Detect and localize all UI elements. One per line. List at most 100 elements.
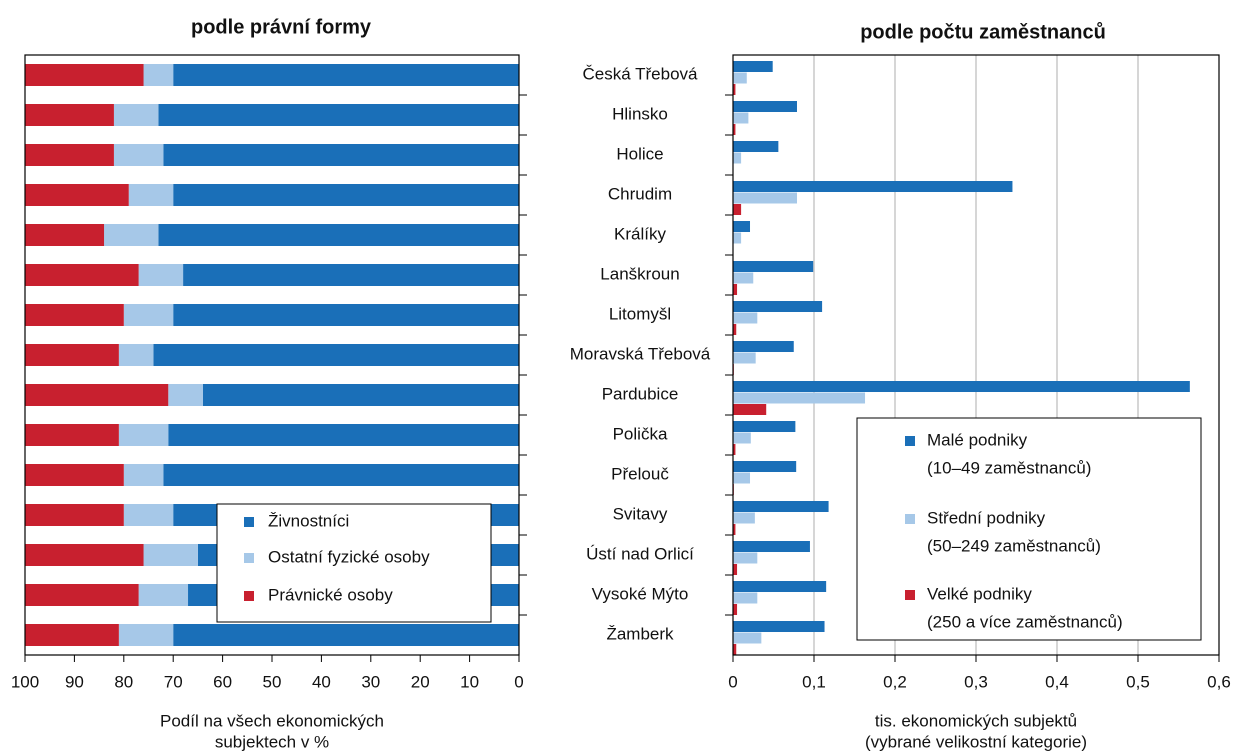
x-tick-label: 0,1 [802, 672, 826, 691]
bar [733, 541, 810, 552]
bar-segment [123, 464, 164, 486]
category-label: Česká Třebová [583, 64, 699, 83]
legend-label: (50–249 zaměstnanců) [927, 536, 1101, 555]
chart-title: podle počtu zaměstnanců [860, 21, 1106, 43]
bar-segment [118, 624, 174, 646]
bar-segment [25, 304, 124, 326]
legend-label: Ostatní fyzické osoby [268, 547, 430, 566]
legend-label: Živnostníci [268, 511, 349, 530]
bar-segment [25, 464, 124, 486]
bar-segment [173, 304, 519, 326]
legend-label: Velké podniky [927, 584, 1032, 603]
category-label: Polička [613, 424, 668, 443]
bar-segment [104, 224, 159, 246]
legend-swatch [905, 436, 915, 446]
bar [733, 72, 747, 84]
legend-swatch [244, 517, 254, 527]
bar [733, 524, 736, 535]
legend-label: Malé podniky [927, 430, 1028, 449]
bar [733, 61, 773, 72]
x-tick-label: 0,2 [883, 672, 907, 691]
bar-segment [118, 424, 169, 446]
bar-segment [168, 424, 519, 446]
bar [733, 141, 779, 152]
bar [733, 324, 737, 335]
legend-label: Střední podniky [927, 508, 1046, 527]
bar [733, 152, 742, 164]
bar-segment [118, 344, 154, 366]
bar [733, 301, 823, 312]
legend-box [216, 503, 492, 623]
bar-segment [25, 264, 139, 286]
bar-segment [25, 584, 139, 606]
bar [733, 421, 796, 432]
category-label: Králíky [614, 224, 666, 243]
bar [733, 512, 755, 524]
bar [733, 432, 751, 444]
bar-segment [25, 184, 129, 206]
bar [733, 404, 767, 415]
x-tick-label: 90 [65, 672, 84, 691]
bar [733, 472, 751, 484]
legend-label: Právnické osoby [268, 585, 393, 604]
bar [733, 112, 749, 124]
bar-segment [25, 144, 114, 166]
bar-segment [168, 384, 203, 406]
plot-frame [732, 54, 1220, 656]
bar-segment [25, 224, 105, 246]
bar-segment [123, 504, 174, 526]
legend-swatch [244, 553, 254, 563]
bar-segment [25, 424, 119, 446]
x-tick-label: 50 [263, 672, 282, 691]
bar [733, 392, 866, 404]
bar-segment [25, 344, 119, 366]
x-tick-label: 80 [114, 672, 133, 691]
bar [733, 341, 794, 352]
category-label: Ústí nad Orlicí [586, 544, 694, 563]
bar [733, 592, 758, 604]
bar [733, 461, 797, 472]
x-tick-label: 30 [361, 672, 380, 691]
category-label: Vysoké Mýto [592, 584, 689, 603]
bar [733, 261, 814, 272]
bar-segment [25, 544, 144, 566]
bar-segment [25, 624, 119, 646]
bar-segment [25, 104, 114, 126]
bar [733, 552, 758, 564]
bar-segment [128, 184, 174, 206]
category-label: Moravská Třebová [570, 344, 711, 363]
bar [733, 632, 762, 644]
bar [733, 221, 751, 232]
plot-frame [24, 54, 520, 656]
x-axis-label: subjektech v % [215, 732, 329, 751]
category-label: Litomyšl [609, 304, 671, 323]
x-tick-label: 20 [411, 672, 430, 691]
bar-segment [158, 104, 519, 126]
bar-segment [25, 384, 169, 406]
bar [733, 284, 738, 295]
bar [733, 101, 797, 112]
x-tick-label: 0,3 [964, 672, 988, 691]
category-label: Holice [616, 144, 663, 163]
bar [733, 381, 1190, 392]
bar [733, 84, 736, 95]
bar [733, 444, 736, 455]
bar [733, 204, 742, 215]
x-axis-label: Podíl na všech ekonomických [160, 711, 384, 730]
bar [733, 564, 738, 575]
bar [733, 501, 829, 512]
category-label: Pardubice [602, 384, 679, 403]
bar-segment [153, 344, 519, 366]
bar-segment [183, 264, 519, 286]
bar-segment [173, 64, 519, 86]
bar-segment [123, 304, 174, 326]
bar [733, 124, 736, 135]
bar-segment [173, 184, 519, 206]
bar [733, 181, 1013, 192]
bar-segment [138, 264, 184, 286]
x-tick-label: 0,4 [1045, 672, 1069, 691]
bar [733, 352, 756, 364]
x-tick-label: 60 [213, 672, 232, 691]
bar-segment [163, 144, 519, 166]
